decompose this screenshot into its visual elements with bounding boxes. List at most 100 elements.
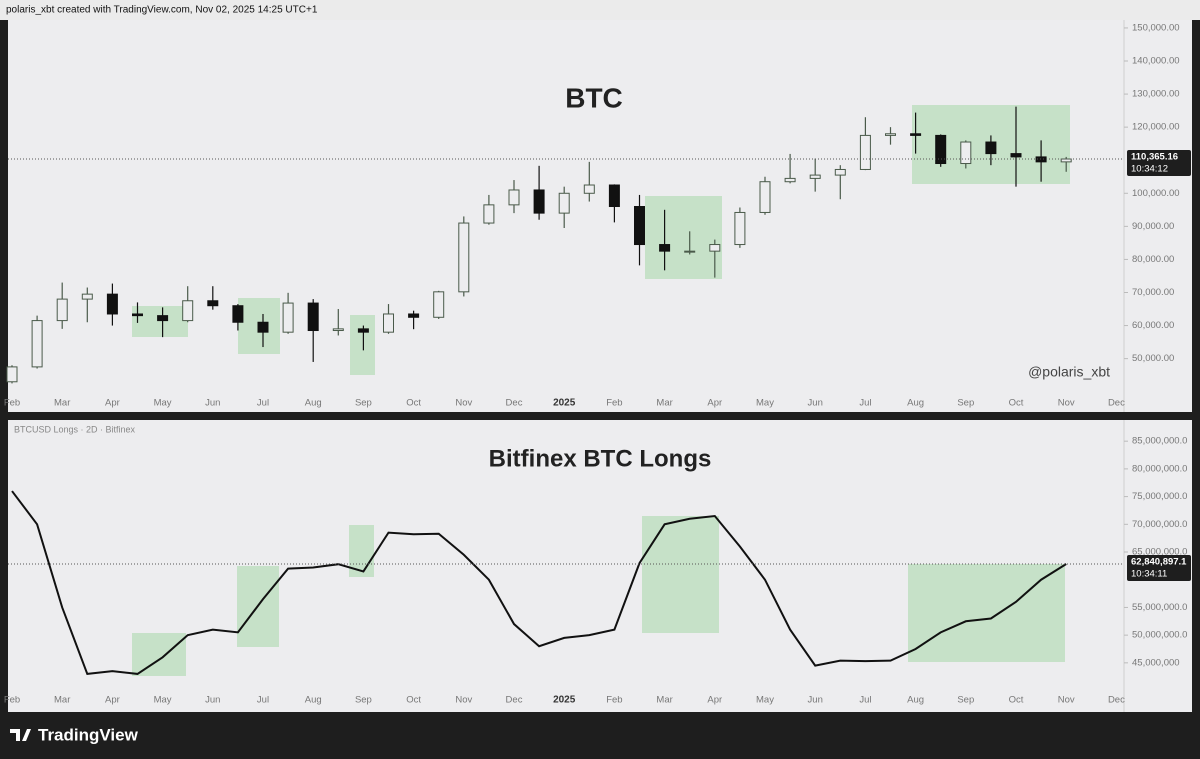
- x-tick-label: Feb: [4, 398, 20, 409]
- x-tick-label: Oct: [1009, 695, 1024, 706]
- candle-body: [106, 293, 118, 315]
- candle-body: [81, 293, 93, 300]
- candle-body: [784, 177, 796, 183]
- x-tick-label: Apr: [707, 695, 722, 706]
- x-tick-label: Jul: [859, 695, 871, 706]
- x-tick-label: Apr: [105, 695, 120, 706]
- x-tick-label: 2025: [553, 398, 576, 409]
- zone: [908, 564, 1065, 662]
- y-tick-label: 70,000.00: [1132, 287, 1174, 298]
- x-tick-label: Sep: [957, 695, 974, 706]
- candle-body: [910, 133, 922, 136]
- x-tick-label: Aug: [305, 398, 322, 409]
- y-tick-label: 50,000,000.0: [1132, 630, 1187, 641]
- brand: TradingView: [38, 725, 139, 744]
- x-tick-label: Aug: [305, 695, 322, 706]
- y-tick-label: 80,000,000.0: [1132, 463, 1187, 474]
- y-tick-label: 45,000,000: [1132, 657, 1180, 668]
- y-tick-label: 140,000.00: [1132, 56, 1180, 67]
- x-tick-label: Mar: [54, 398, 70, 409]
- x-tick-label: Feb: [4, 695, 20, 706]
- candle-body: [157, 315, 169, 322]
- x-tick-label: Sep: [957, 398, 974, 409]
- y-tick-label: 150,000.00: [1132, 22, 1180, 33]
- x-tick-label: Feb: [606, 398, 622, 409]
- candle-body: [533, 189, 545, 214]
- x-tick-label: 2025: [553, 695, 576, 706]
- y-tick-label: 75,000,000.0: [1132, 491, 1187, 502]
- candle-body: [885, 133, 896, 136]
- x-tick-label: Jun: [205, 695, 220, 706]
- price-tag-label: 62,840,897.1: [1131, 556, 1187, 567]
- x-tick-label: Dec: [1108, 695, 1125, 706]
- candle-body: [458, 222, 470, 293]
- header: polaris_xbt created with TradingView.com…: [6, 5, 318, 16]
- x-tick-label: Nov: [455, 398, 472, 409]
- x-tick-label: Mar: [656, 398, 672, 409]
- y-tick-label: 65,000,000.0: [1132, 547, 1187, 558]
- x-tick-label: Jul: [257, 695, 269, 706]
- watermark: @polaris_xbt: [1028, 364, 1110, 380]
- candle-body: [558, 192, 570, 214]
- candle-body: [332, 328, 344, 332]
- zone: [642, 516, 719, 633]
- candle-body: [56, 298, 68, 322]
- plot: [11, 490, 1067, 676]
- candle-body: [132, 313, 143, 317]
- countdown: 10:34:11: [1131, 568, 1167, 579]
- candle-body: [935, 134, 947, 165]
- price-tag-label: 110,365.16: [1131, 152, 1178, 163]
- logo-icon: [10, 729, 31, 741]
- x-tick-label: Mar: [54, 695, 70, 706]
- x-tick-label: Oct: [406, 398, 421, 409]
- plot: [6, 106, 1072, 384]
- candle-body: [1010, 153, 1022, 158]
- candle-body: [659, 244, 671, 252]
- candle-body: [859, 134, 871, 170]
- x-tick-label: Nov: [1058, 695, 1075, 706]
- candle-body: [182, 300, 194, 322]
- x-tick-label: Dec: [506, 398, 523, 409]
- candle-body: [1060, 158, 1072, 163]
- x-tick-label: May: [756, 398, 774, 409]
- zone: [132, 633, 186, 676]
- candle-body: [408, 313, 420, 318]
- x-tick-label: Dec: [1108, 398, 1125, 409]
- chart-title: Bitfinex BTC Longs: [489, 445, 712, 472]
- candle-body: [307, 302, 319, 332]
- candle-body: [608, 184, 620, 208]
- candle-body: [282, 302, 294, 333]
- x-tick-label: Apr: [707, 398, 722, 409]
- candle-body: [634, 206, 645, 246]
- x-tick-label: Apr: [105, 398, 120, 409]
- candle-body: [483, 204, 495, 224]
- candle-body: [960, 141, 972, 165]
- candle-body: [684, 250, 696, 253]
- candle-body: [31, 320, 43, 368]
- x-tick-label: Sep: [355, 398, 372, 409]
- y-tick-label: 100,000.00: [1132, 188, 1180, 199]
- candle-body: [357, 328, 369, 333]
- header-bar: [0, 0, 1200, 20]
- countdown: 10:34:12: [1131, 164, 1168, 175]
- candle-body: [709, 244, 721, 252]
- x-tick-label: Nov: [1058, 398, 1075, 409]
- x-tick-label: Jun: [808, 695, 823, 706]
- candle-body: [809, 174, 821, 179]
- y-tick-label: 85,000,000.0: [1132, 436, 1187, 447]
- x-tick-label: Jun: [205, 398, 220, 409]
- legend: BTCUSD Longs · 2D · Bitfinex: [14, 424, 136, 434]
- x-tick-label: May: [154, 695, 172, 706]
- x-tick-label: Nov: [455, 695, 472, 706]
- x-tick-label: Jul: [859, 398, 871, 409]
- candle-body: [759, 181, 771, 213]
- panel-top: [8, 20, 1192, 412]
- x-tick-label: Oct: [1009, 398, 1024, 409]
- zone: [645, 196, 722, 279]
- x-tick-label: Jun: [808, 398, 823, 409]
- x-tick-label: Aug: [907, 695, 924, 706]
- x-tick-label: Oct: [406, 695, 421, 706]
- y-tick-label: 70,000,000.0: [1132, 519, 1187, 530]
- y-tick-label: 55,000,000.0: [1132, 602, 1187, 613]
